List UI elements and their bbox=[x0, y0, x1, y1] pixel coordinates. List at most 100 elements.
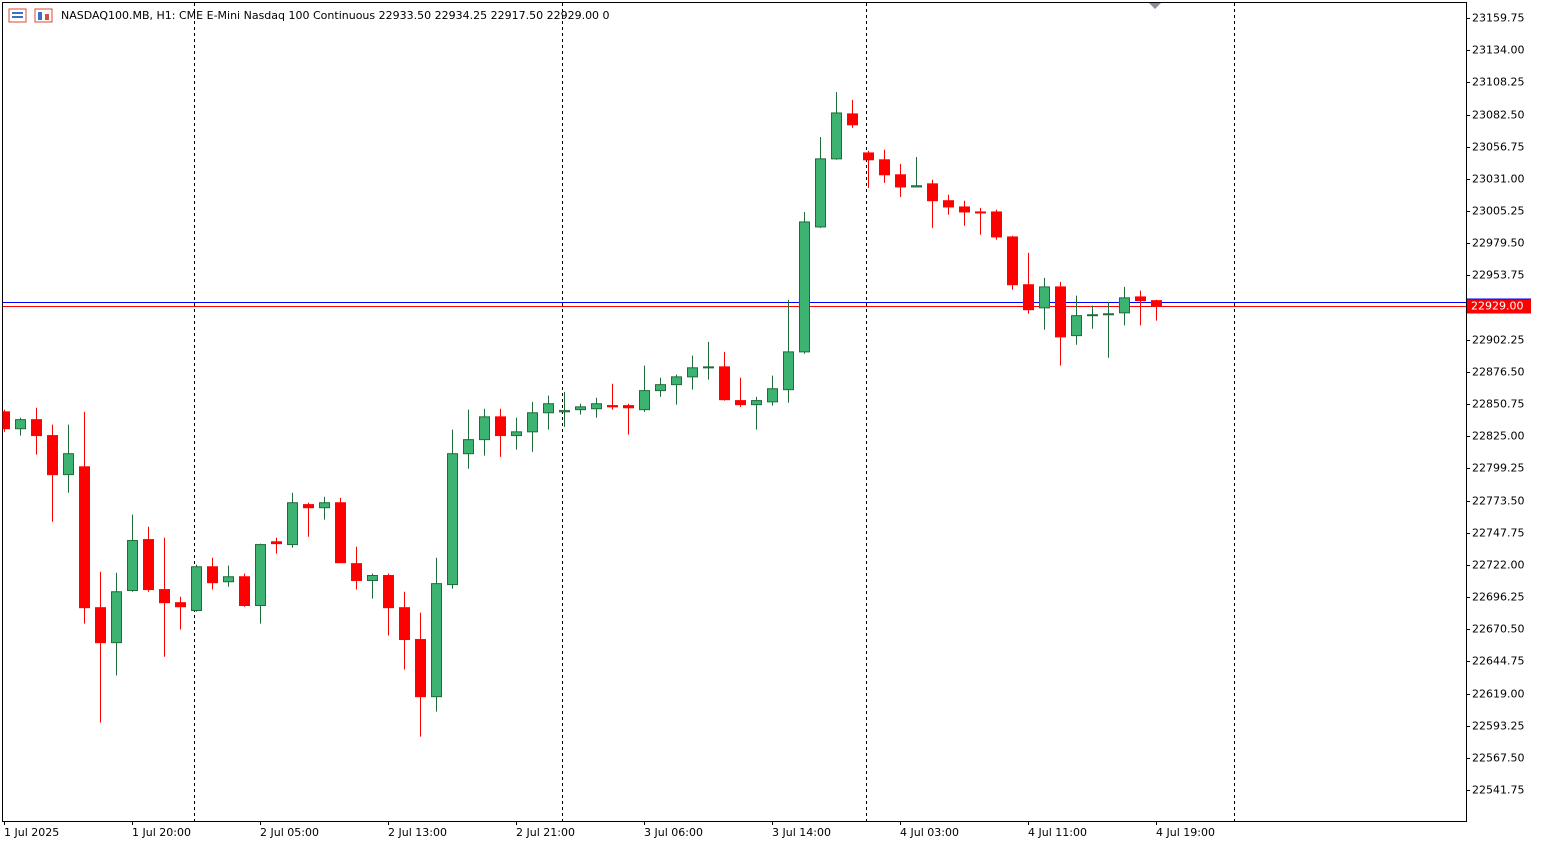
icon-detail bbox=[12, 12, 23, 14]
y-tick-label: 22670.50 bbox=[1472, 623, 1525, 636]
candle-body bbox=[1103, 313, 1114, 316]
x-tick-label: 4 Jul 11:00 bbox=[1028, 826, 1087, 839]
y-tick-label: 22747.75 bbox=[1472, 527, 1525, 540]
candle-body bbox=[31, 419, 42, 437]
y-tick-label: 22773.50 bbox=[1472, 495, 1525, 508]
candle-body bbox=[175, 602, 186, 608]
icon[interactable] bbox=[34, 8, 53, 23]
candle-body bbox=[575, 406, 586, 411]
y-tick-label: 22567.50 bbox=[1472, 752, 1525, 765]
bid-label-box bbox=[1467, 299, 1531, 314]
candle-body bbox=[879, 159, 890, 176]
candle-body bbox=[159, 589, 170, 604]
y-tick-label: 23159.75 bbox=[1472, 12, 1525, 25]
candle-body bbox=[1007, 236, 1018, 286]
x-tick-label: 4 Jul 19:00 bbox=[1156, 826, 1215, 839]
candle-body bbox=[191, 566, 202, 611]
y-tick-label: 23031.00 bbox=[1472, 173, 1525, 186]
candle-body bbox=[767, 388, 778, 403]
shift-marker[interactable] bbox=[1149, 3, 1161, 9]
y-tick-label: 22876.50 bbox=[1472, 366, 1525, 379]
candle-body bbox=[255, 544, 266, 606]
y-tick-label: 22799.25 bbox=[1472, 462, 1525, 475]
y-tick-label: 23082.50 bbox=[1472, 109, 1525, 122]
candle-body bbox=[703, 366, 714, 369]
candle-body bbox=[463, 439, 474, 455]
y-tick-label: 22541.75 bbox=[1472, 784, 1525, 797]
candle-body bbox=[319, 502, 330, 509]
y-tick-label: 23005.25 bbox=[1472, 205, 1525, 218]
x-tick-label: 2 Jul 05:00 bbox=[260, 826, 319, 839]
candle-body bbox=[1087, 314, 1098, 317]
candle-body bbox=[719, 366, 730, 401]
candle-body bbox=[975, 211, 986, 214]
x-tick-label: 3 Jul 06:00 bbox=[644, 826, 703, 839]
candle-body bbox=[1023, 284, 1034, 311]
candle-body bbox=[303, 504, 314, 509]
candle-body bbox=[79, 466, 90, 609]
x-tick-label: 3 Jul 14:00 bbox=[772, 826, 831, 839]
candle-body bbox=[223, 576, 234, 583]
candle-body bbox=[863, 152, 874, 161]
y-tick-label: 22619.00 bbox=[1472, 688, 1525, 701]
candle-body bbox=[1135, 296, 1146, 302]
candle-body bbox=[847, 113, 858, 126]
candle-body bbox=[959, 206, 970, 213]
x-tick-label: 4 Jul 03:00 bbox=[900, 826, 959, 839]
y-tick-label: 23134.00 bbox=[1472, 44, 1525, 57]
x-tick-label: 2 Jul 21:00 bbox=[516, 826, 575, 839]
y-tick-label: 22593.25 bbox=[1472, 720, 1525, 733]
candle-body bbox=[815, 158, 826, 228]
candle-body bbox=[415, 639, 426, 698]
candle-body bbox=[831, 112, 842, 160]
candle-body bbox=[623, 405, 634, 409]
candle-body bbox=[143, 539, 154, 591]
candle-body bbox=[287, 502, 298, 546]
candle-body bbox=[1151, 300, 1162, 307]
x-tick-label: 1 Jul 2025 bbox=[4, 826, 59, 839]
chart-title: NASDAQ100.MB, H1: CME E-Mini Nasdaq 100 … bbox=[61, 9, 610, 22]
candle-body bbox=[927, 183, 938, 202]
candle-body bbox=[431, 583, 442, 698]
candle-body bbox=[111, 591, 122, 644]
candle-body bbox=[47, 435, 58, 476]
candle-body bbox=[511, 431, 522, 437]
candle-body bbox=[943, 200, 954, 208]
candle-body bbox=[207, 566, 218, 584]
y-tick-label: 22696.25 bbox=[1472, 591, 1525, 604]
icon-detail bbox=[38, 12, 42, 20]
candle-body bbox=[1039, 286, 1050, 309]
candle-body bbox=[527, 412, 538, 433]
candle-body bbox=[239, 576, 250, 606]
candle-body bbox=[95, 607, 106, 644]
toolbar-icons bbox=[8, 8, 53, 23]
candle-body bbox=[607, 405, 618, 408]
candle-body bbox=[687, 367, 698, 378]
candle-body bbox=[751, 400, 762, 406]
icon-detail bbox=[45, 14, 49, 20]
candle-body bbox=[271, 541, 282, 545]
candle-body bbox=[911, 185, 922, 188]
candle-body bbox=[127, 540, 138, 591]
candle-body bbox=[495, 416, 506, 437]
candle-body bbox=[1055, 286, 1066, 338]
candle-body bbox=[991, 211, 1002, 238]
candle-body bbox=[1119, 297, 1130, 314]
candle-body bbox=[895, 174, 906, 188]
candle-body bbox=[63, 453, 74, 476]
candle-body bbox=[799, 221, 810, 353]
candle-body bbox=[479, 416, 490, 441]
candle-body bbox=[335, 502, 346, 564]
candle-body bbox=[367, 575, 378, 582]
candle-body bbox=[351, 563, 362, 582]
candle-body bbox=[671, 376, 682, 386]
candle-body bbox=[2, 411, 10, 430]
candle-body bbox=[559, 410, 570, 413]
marks: 23159.75 23134.00 23108.25 23082.50 23056.75… bbox=[2, 12, 1531, 839]
candle-body bbox=[655, 384, 666, 392]
icon[interactable] bbox=[8, 8, 27, 23]
y-tick-label: 23056.75 bbox=[1472, 141, 1525, 154]
candle-body bbox=[783, 351, 794, 391]
